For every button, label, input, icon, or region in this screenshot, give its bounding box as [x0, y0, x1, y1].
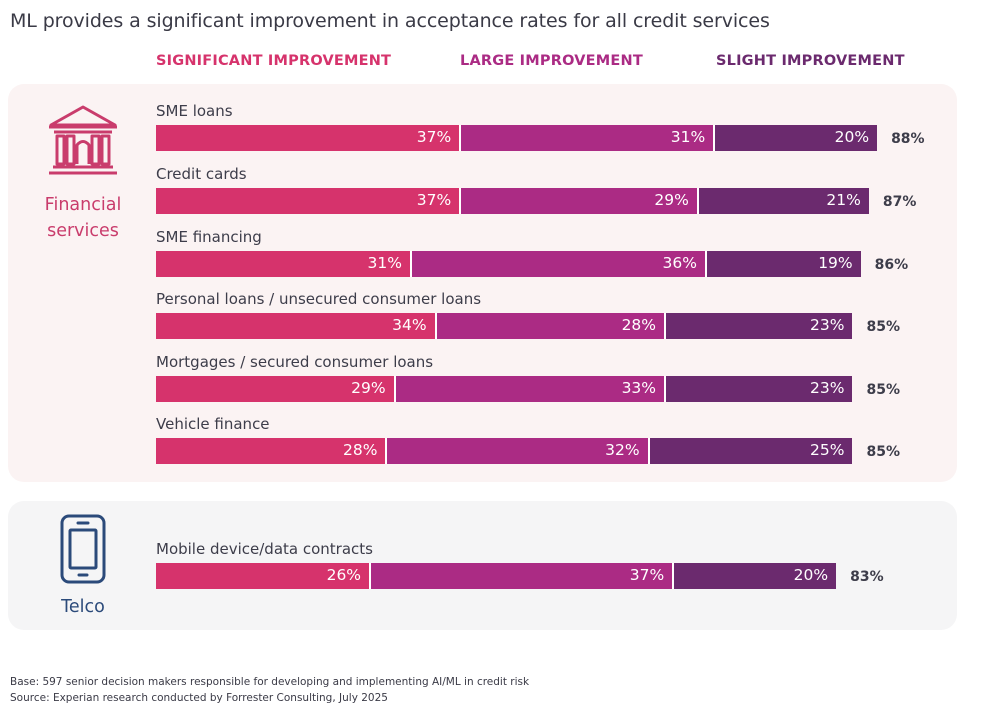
bar-total-label: 85%: [866, 444, 900, 460]
bar-total-label: 85%: [866, 382, 900, 398]
bar-total-label: 87%: [882, 194, 917, 210]
segment-value-label: 29%: [351, 379, 386, 397]
bar-segment-large: 29%: [459, 188, 697, 214]
legend-label-significant: SIGNIFICANT IMPROVEMENT: [156, 53, 392, 69]
segment-value-label: 25%: [810, 441, 845, 459]
segment-value-label: 28%: [621, 316, 657, 334]
bar-total-label: 86%: [874, 257, 909, 273]
stacked-bar: 26% 37% 20%: [156, 563, 837, 589]
bar-segment-significant: 31%: [156, 251, 410, 277]
bar-segment-significant: 37%: [156, 188, 460, 214]
bar-segment-significant: 28%: [156, 438, 386, 464]
stacked-bar: 31% 36% 19%: [156, 251, 861, 277]
group-label-financial-services: Financial services: [44, 195, 122, 241]
segment-value-label: 34%: [392, 316, 427, 334]
segment-value-label: 36%: [662, 254, 697, 272]
segment-value-label: 23%: [810, 316, 845, 334]
stacked-bar: 37% 31% 20%: [156, 125, 878, 151]
segment-value-label: 37%: [416, 128, 452, 146]
legend-label-large: LARGE IMPROVEMENT: [460, 53, 643, 69]
chart-title: ML provides a significant improvement in…: [10, 10, 770, 32]
segment-value-label: 31%: [367, 254, 402, 272]
segment-value-label: 32%: [605, 441, 640, 459]
segment-value-label: 31%: [670, 128, 706, 146]
segment-value-label: 20%: [834, 128, 870, 146]
bar-total-label: 83%: [850, 569, 884, 585]
stacked-bar: 28% 32% 25%: [156, 438, 853, 464]
legend-label-slight: SLIGHT IMPROVEMENT: [716, 53, 905, 69]
bar-segment-slight: 19%: [704, 251, 861, 277]
category-label: Credit cards: [156, 165, 247, 183]
category-label: SME loans: [156, 102, 233, 120]
category-label: Vehicle finance: [156, 415, 270, 433]
bar-segment-slight: 20%: [713, 125, 878, 151]
bar-segment-slight: 23%: [664, 376, 853, 402]
bar-segment-significant: 26%: [156, 563, 370, 589]
bar-total-label: 85%: [866, 319, 900, 335]
stacked-bar: 37% 29% 21%: [156, 188, 869, 214]
category-label: SME financing: [156, 228, 262, 246]
segment-value-label: 33%: [621, 379, 657, 397]
bar-segment-significant: 37%: [156, 125, 460, 151]
bar-segment-slight: 23%: [664, 313, 853, 339]
mobile-phone-icon: [60, 514, 106, 584]
segment-value-label: 21%: [826, 191, 861, 209]
bar-segment-large: 32%: [385, 438, 648, 464]
bar-segment-large: 37%: [369, 563, 673, 589]
bar-segment-slight: 25%: [647, 438, 853, 464]
footnote-source: Source: Experian research conducted by F…: [10, 692, 388, 704]
segment-value-label: 26%: [326, 566, 362, 584]
segment-value-label: 29%: [654, 191, 689, 209]
bar-segment-significant: 29%: [156, 376, 394, 402]
bank-icon: [49, 105, 117, 175]
category-label: Personal loans / unsecured consumer loan…: [156, 290, 482, 308]
segment-value-label: 19%: [818, 254, 853, 272]
stacked-bar: 29% 33% 23%: [156, 376, 853, 402]
segment-value-label: 20%: [793, 566, 829, 584]
category-label: Mobile device/data contracts: [156, 540, 373, 558]
bar-total-label: 88%: [891, 131, 925, 147]
segment-value-label: 37%: [416, 191, 452, 209]
bar-segment-large: 36%: [410, 251, 705, 277]
bar-segment-large: 31%: [459, 125, 714, 151]
stacked-bar: 34% 28% 23%: [156, 313, 853, 339]
segment-value-label: 23%: [810, 379, 845, 397]
bar-segment-slight: 21%: [696, 188, 869, 214]
bar-segment-slight: 20%: [672, 563, 837, 589]
segment-value-label: 37%: [629, 566, 665, 584]
group-label-telco: Telco: [61, 597, 105, 617]
bar-segment-large: 28%: [434, 313, 665, 339]
footnote-base: Base: 597 senior decision makers respons…: [10, 676, 530, 688]
bar-segment-significant: 34%: [156, 313, 435, 339]
segment-value-label: 28%: [342, 441, 378, 459]
bar-segment-large: 33%: [393, 376, 665, 402]
category-label: Mortgages / secured consumer loans: [156, 353, 434, 371]
